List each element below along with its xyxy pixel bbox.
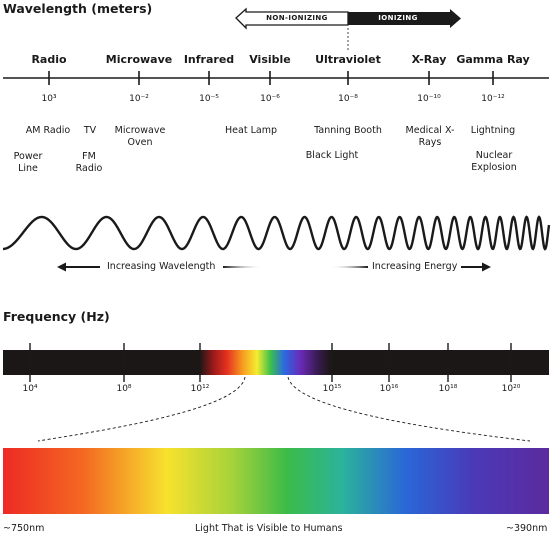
example-heat-lamp: Heat Lamp xyxy=(225,125,277,136)
band-radio: Radio xyxy=(31,53,67,66)
non-ionizing-label: NON-IONIZING xyxy=(266,14,328,22)
example-medical-x-rays: Medical X-Rays xyxy=(405,125,455,148)
band-gamma-ray: Gamma Ray xyxy=(456,53,530,66)
example-lightning: Lightning xyxy=(470,125,516,136)
example-black-light: Black Light xyxy=(305,150,359,161)
band-x-ray: X-Ray xyxy=(411,53,447,66)
example-fm-radio: FM Radio xyxy=(75,151,103,174)
increasing-energy-label: Increasing Energy xyxy=(372,261,458,272)
example-am-radio: AM Radio xyxy=(25,125,71,136)
wavelength-wave xyxy=(2,215,551,251)
increasing-wavelength-line-left xyxy=(65,266,100,268)
increasing-energy-line-left xyxy=(330,266,368,268)
band-microwave: Microwave xyxy=(105,53,173,66)
spectrum-left-label: ~750nm xyxy=(3,523,45,534)
band-visible: Visible xyxy=(249,53,291,66)
example-tanning-booth: Tanning Booth xyxy=(314,125,382,136)
wavelength-microwave: 10⁻² xyxy=(129,94,149,104)
wavelength-title: Wavelength (meters) xyxy=(3,1,153,16)
wavelength-visible: 10⁻⁶ xyxy=(260,94,280,104)
frequency-tick-label: 10⁸ xyxy=(116,384,132,394)
wavelength-radio: 10³ xyxy=(41,94,57,104)
ionizing-label: IONIZING xyxy=(378,14,418,22)
example-nuclear-explosion: Nuclear Explosion xyxy=(471,150,517,173)
frequency-tick-label: 10²⁰ xyxy=(501,384,521,394)
spectrum-right-label: ~390nm xyxy=(506,523,548,534)
example-tv: TV xyxy=(83,125,97,136)
frequency-tick-label: 10¹⁵ xyxy=(322,384,342,394)
increasing-wavelength-label: Increasing Wavelength xyxy=(107,261,216,272)
frequency-title: Frequency (Hz) xyxy=(3,309,110,324)
increasing-energy-line-right xyxy=(461,266,482,268)
increasing-wavelength-line-right xyxy=(223,266,263,268)
frequency-tick-label: 10¹⁶ xyxy=(379,384,399,394)
zoom-line-right xyxy=(287,376,531,442)
frequency-tick-label: 10¹² xyxy=(190,384,210,394)
wavelength-infrared: 10⁻⁵ xyxy=(199,94,219,104)
frequency-tick-label: 10⁴ xyxy=(22,384,38,394)
spectrum-center-label: Light That is Visible to Humans xyxy=(195,523,343,534)
wavelength-gamma-ray: 10⁻¹² xyxy=(481,94,505,104)
frequency-tick-label: 10¹⁸ xyxy=(438,384,458,394)
zoom-line-left xyxy=(37,376,246,442)
increasing-wavelength-arrowhead xyxy=(57,262,66,272)
ionizing-arrow xyxy=(348,9,461,28)
increasing-energy-arrowhead xyxy=(482,262,491,272)
visible-spectrum-bar xyxy=(3,448,549,514)
band-ultraviolet: Ultraviolet xyxy=(315,53,381,66)
wavelength-x-ray: 10⁻¹⁰ xyxy=(417,94,441,104)
example-power-line: Power Line xyxy=(13,151,43,174)
example-microwave-oven: Microwave Oven xyxy=(114,125,166,148)
band-infrared: Infrared xyxy=(183,53,235,66)
frequency-bar xyxy=(3,350,549,375)
wavelength-ultraviolet: 10⁻⁸ xyxy=(338,94,358,104)
